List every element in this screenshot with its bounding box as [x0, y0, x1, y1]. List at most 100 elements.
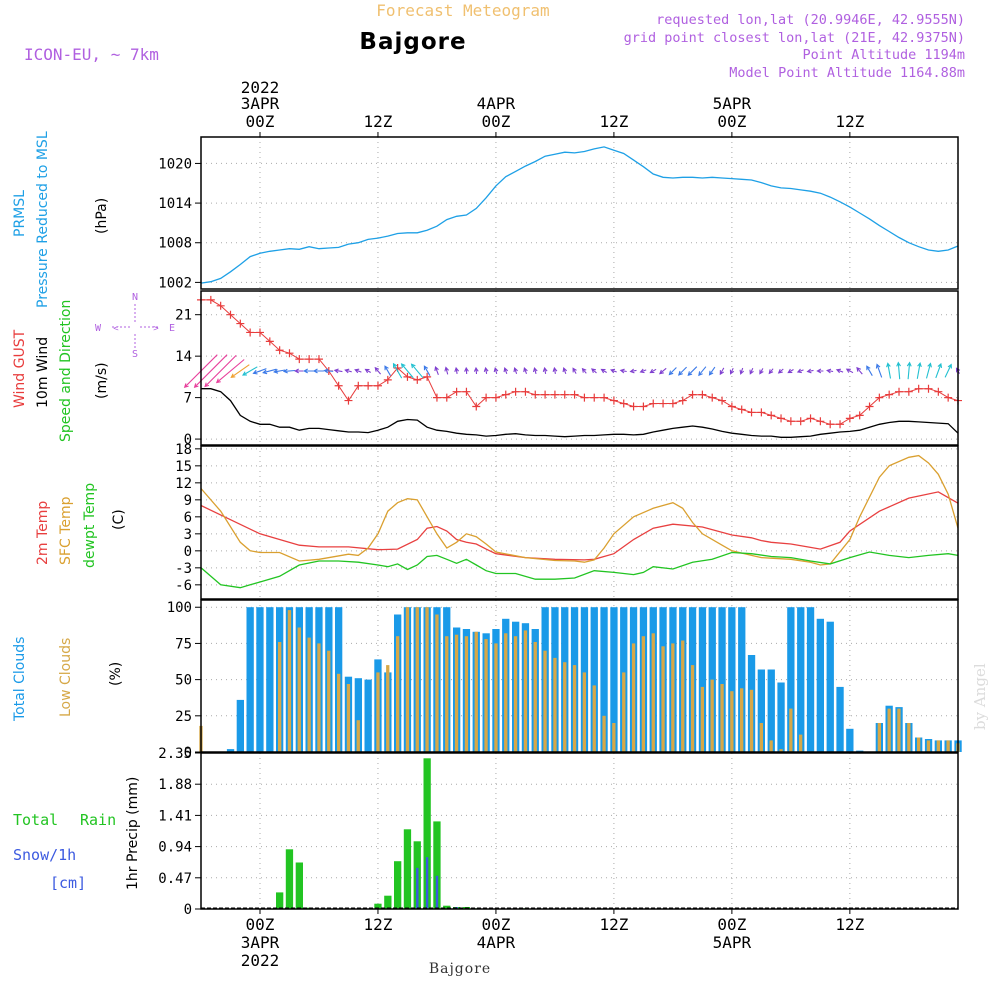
panel-frame — [200, 136, 959, 290]
gust-marker — [737, 405, 746, 414]
wind-direction-arrow — [591, 368, 597, 374]
gust-marker — [275, 346, 284, 355]
gust-marker — [560, 390, 569, 399]
y-tick-label: 6 — [184, 510, 192, 526]
rain-bar — [403, 829, 412, 909]
total-cloud-bar — [767, 669, 775, 752]
gust-marker — [531, 390, 540, 399]
wind-direction-arrow — [787, 368, 794, 374]
precip-ylabel: 1hr Precip (mm) — [125, 777, 141, 890]
gust-marker — [432, 393, 441, 402]
wind-direction-arrow — [777, 368, 784, 374]
wind-direction-arrow — [333, 368, 343, 374]
gust-marker — [619, 399, 628, 408]
low-cloud-bar — [346, 684, 351, 752]
wind-direction-arrow — [916, 361, 922, 379]
total-cloud-bar — [826, 621, 834, 752]
gust-marker — [373, 381, 382, 390]
low-cloud-bar — [396, 636, 400, 752]
wind-direction-arrow — [796, 368, 804, 374]
wind-direction-arrow — [845, 368, 854, 374]
total-cloud-bar — [354, 678, 362, 752]
y-tick-label: 0.94 — [158, 840, 192, 856]
model-altitude: Model Point Altitude 1164.88m — [729, 65, 965, 81]
dewpt-line — [200, 551, 959, 589]
wind-direction-arrow — [473, 366, 479, 375]
y-tick-label: 1.88 — [158, 777, 192, 793]
low-cloud-bar — [287, 610, 292, 752]
gust-marker — [786, 417, 795, 426]
wind-direction-arrow — [294, 368, 304, 374]
low-cloud-bar — [681, 640, 685, 752]
low-cloud-bar — [582, 672, 586, 752]
low-cloud-bar — [720, 684, 724, 752]
total-cloud-bar — [256, 607, 264, 752]
total-cloud-bar — [698, 607, 707, 752]
gust-marker — [216, 301, 225, 310]
wind-direction-arrow — [668, 367, 677, 376]
wind-direction-arrow — [464, 366, 469, 375]
gust-marker — [246, 328, 255, 337]
gust-marker — [511, 387, 520, 396]
wind-direction-arrow — [193, 354, 228, 389]
wind-direction-arrow — [572, 367, 577, 374]
compass-e-arrow: > — [153, 324, 159, 334]
y-tick-label: 12 — [175, 476, 192, 492]
gust-marker — [472, 402, 481, 411]
gust-marker — [265, 337, 274, 346]
gust-marker — [924, 384, 933, 393]
gust-marker — [295, 355, 304, 364]
total-cloud-bar — [590, 607, 598, 752]
y-tick-label: 2.35 — [158, 746, 192, 762]
wind-direction-arrow — [619, 368, 627, 374]
wind-direction-arrow — [944, 363, 952, 378]
low-cloud-bar — [651, 633, 655, 752]
gust-marker — [904, 387, 913, 396]
low-cloud-bar — [749, 689, 754, 752]
gust-marker — [727, 402, 736, 411]
wind-direction-arrow — [816, 368, 824, 374]
watermark: by Angel — [971, 663, 989, 730]
wind-direction-arrow — [826, 368, 834, 374]
top-time-label: 12Z — [599, 112, 628, 131]
low-cloud-bar — [789, 708, 793, 752]
gust-marker — [767, 411, 776, 420]
total-cloud-bar — [816, 618, 824, 752]
low-cloud-bar — [484, 639, 488, 752]
wind-direction-arrow — [649, 368, 657, 374]
wind-direction-arrow — [252, 368, 267, 375]
footer-location: Bajgore — [429, 961, 491, 977]
gust-marker — [413, 375, 422, 384]
wind-direction-arrow — [886, 362, 892, 379]
bottom-time-label: 00Z — [481, 915, 510, 934]
rain-bar — [433, 821, 441, 909]
gust-marker — [334, 381, 343, 390]
data-layer — [183, 146, 962, 909]
low-cloud-bar — [415, 607, 419, 752]
wind-direction-arrow — [935, 362, 943, 379]
low-cloud-bar — [523, 630, 528, 752]
meteogram-title: Forecast Meteogram — [376, 1, 549, 20]
total-cloud-bar — [787, 607, 795, 752]
wind10-label: 10m Wind — [35, 337, 51, 408]
wind-direction-arrow — [493, 366, 499, 375]
wind-direction-arrow — [925, 362, 932, 379]
total-cloud-bar — [246, 607, 254, 752]
gust-marker — [305, 355, 314, 364]
gust-marker — [639, 402, 648, 411]
wind-direction-arrow — [687, 366, 698, 377]
top-date-label: 3APR — [241, 94, 280, 113]
gust-marker — [865, 402, 874, 411]
prmsl-labels: PRMSL Pressure Reduced to MSL (hPa) — [12, 131, 110, 308]
panel-frame — [200, 599, 959, 753]
low-cloud-bar — [641, 636, 645, 752]
y-tick-label: 1002 — [158, 275, 192, 291]
top-date-label: 5APR — [713, 94, 752, 113]
rain-bar — [423, 758, 431, 909]
gust-marker — [855, 411, 864, 420]
y-tick-label: 0 — [184, 902, 192, 918]
y-tick-label: -3 — [175, 561, 192, 577]
gust-marker — [836, 420, 845, 429]
gust-marker — [668, 399, 677, 408]
